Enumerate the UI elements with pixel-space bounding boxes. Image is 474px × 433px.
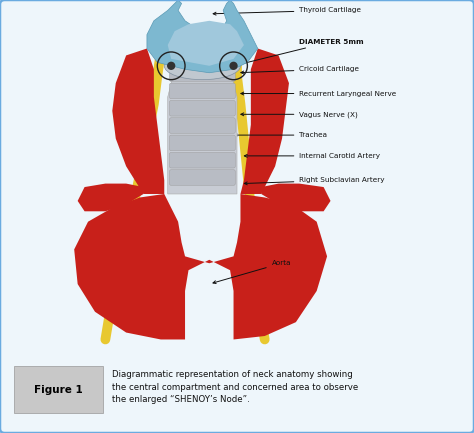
Circle shape [167,61,175,70]
FancyBboxPatch shape [169,152,235,168]
FancyBboxPatch shape [169,83,235,99]
Text: Recurrent Laryngeal Nerve: Recurrent Laryngeal Nerve [241,90,397,97]
Polygon shape [240,48,289,194]
FancyBboxPatch shape [169,118,235,133]
Text: DIAMETER 5mm: DIAMETER 5mm [237,39,364,65]
FancyBboxPatch shape [169,135,235,151]
Text: Diagrammatic representation of neck anatomy showing
the central compartment and : Diagrammatic representation of neck anat… [112,370,358,404]
FancyBboxPatch shape [169,170,235,185]
FancyBboxPatch shape [169,66,235,81]
Polygon shape [168,62,237,194]
Text: Cricoid Cartilage: Cricoid Cartilage [241,66,359,74]
Polygon shape [74,194,327,339]
Ellipse shape [164,52,240,80]
Polygon shape [261,184,330,211]
FancyBboxPatch shape [14,366,103,413]
Polygon shape [112,48,164,194]
Polygon shape [168,21,244,66]
Polygon shape [78,184,144,211]
Circle shape [229,61,237,70]
Text: Figure 1: Figure 1 [35,385,83,395]
Text: Internal Carotid Artery: Internal Carotid Artery [244,153,380,159]
Text: Trachea: Trachea [234,132,328,138]
Text: Right Subclavian Artery: Right Subclavian Artery [244,177,385,185]
Text: Vagus Nerve (X): Vagus Nerve (X) [241,111,358,118]
Text: Thyroid Cartilage: Thyroid Cartilage [213,7,361,15]
Text: Aorta: Aorta [213,260,291,284]
Polygon shape [147,0,258,73]
FancyBboxPatch shape [169,100,235,116]
